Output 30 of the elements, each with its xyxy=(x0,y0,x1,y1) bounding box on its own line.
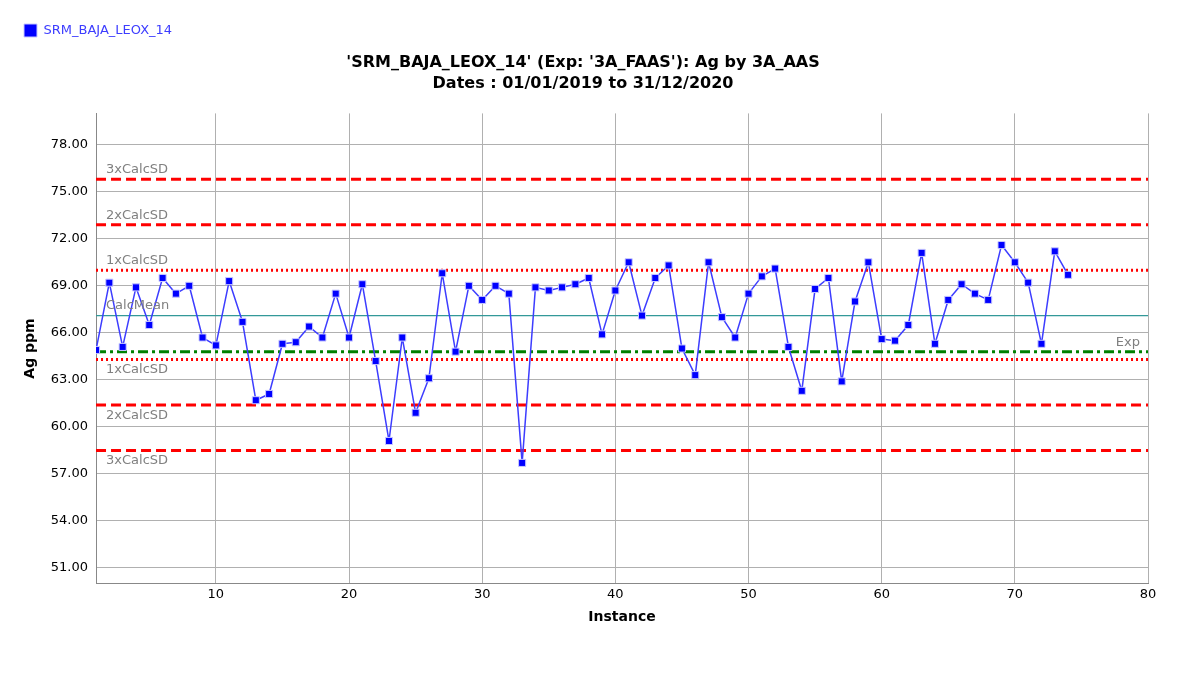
y-tick-label: 63.00 xyxy=(50,371,89,387)
ref-line-label: 3xCalcSD xyxy=(106,452,169,468)
y-tick-label: 57.00 xyxy=(50,465,89,481)
chart-subtitle: Dates : 01/01/2019 to 31/12/2020 xyxy=(432,72,734,92)
y-tick-label: 51.00 xyxy=(50,559,89,575)
y-tick-label: 72.00 xyxy=(50,230,89,246)
ref-line-label: 1xCalcSD xyxy=(106,252,169,268)
ref-line-label: 2xCalcSD xyxy=(106,206,169,222)
ref-line-label: 1xCalcSD xyxy=(106,361,169,377)
ref-line-label: Exp xyxy=(1115,333,1140,349)
y-tick-label: 66.00 xyxy=(50,324,89,340)
x-tick-label: 70 xyxy=(1006,585,1024,601)
y-tick-label: 75.00 xyxy=(50,183,89,199)
x-tick-label: 60 xyxy=(873,585,890,601)
y-tick-label: 60.00 xyxy=(50,418,89,434)
x-axis-title: Instance xyxy=(588,608,656,625)
x-tick-label: 20 xyxy=(340,585,358,601)
x-tick-label: 10 xyxy=(207,585,225,601)
x-tick-label: 30 xyxy=(473,585,491,601)
x-tick-label: 40 xyxy=(607,585,624,601)
y-tick-label: 54.00 xyxy=(50,512,89,528)
x-tick-label: 80 xyxy=(1139,585,1157,601)
y-tick-label: 78.00 xyxy=(50,136,89,152)
y-axis-title: Ag ppm xyxy=(21,318,38,379)
y-tick-label: 69.00 xyxy=(50,277,89,293)
ref-line-label: 3xCalcSD xyxy=(106,161,169,177)
chart-title: 'SRM_BAJA_LEOX_14' (Exp: '3A_FAAS'): Ag by 3A_AAS xyxy=(346,51,820,71)
ref-line-label: 2xCalcSD xyxy=(106,406,169,422)
x-tick-label: 50 xyxy=(740,585,757,601)
legend-label: SRM_BAJA_LEOX_14 xyxy=(43,21,173,37)
